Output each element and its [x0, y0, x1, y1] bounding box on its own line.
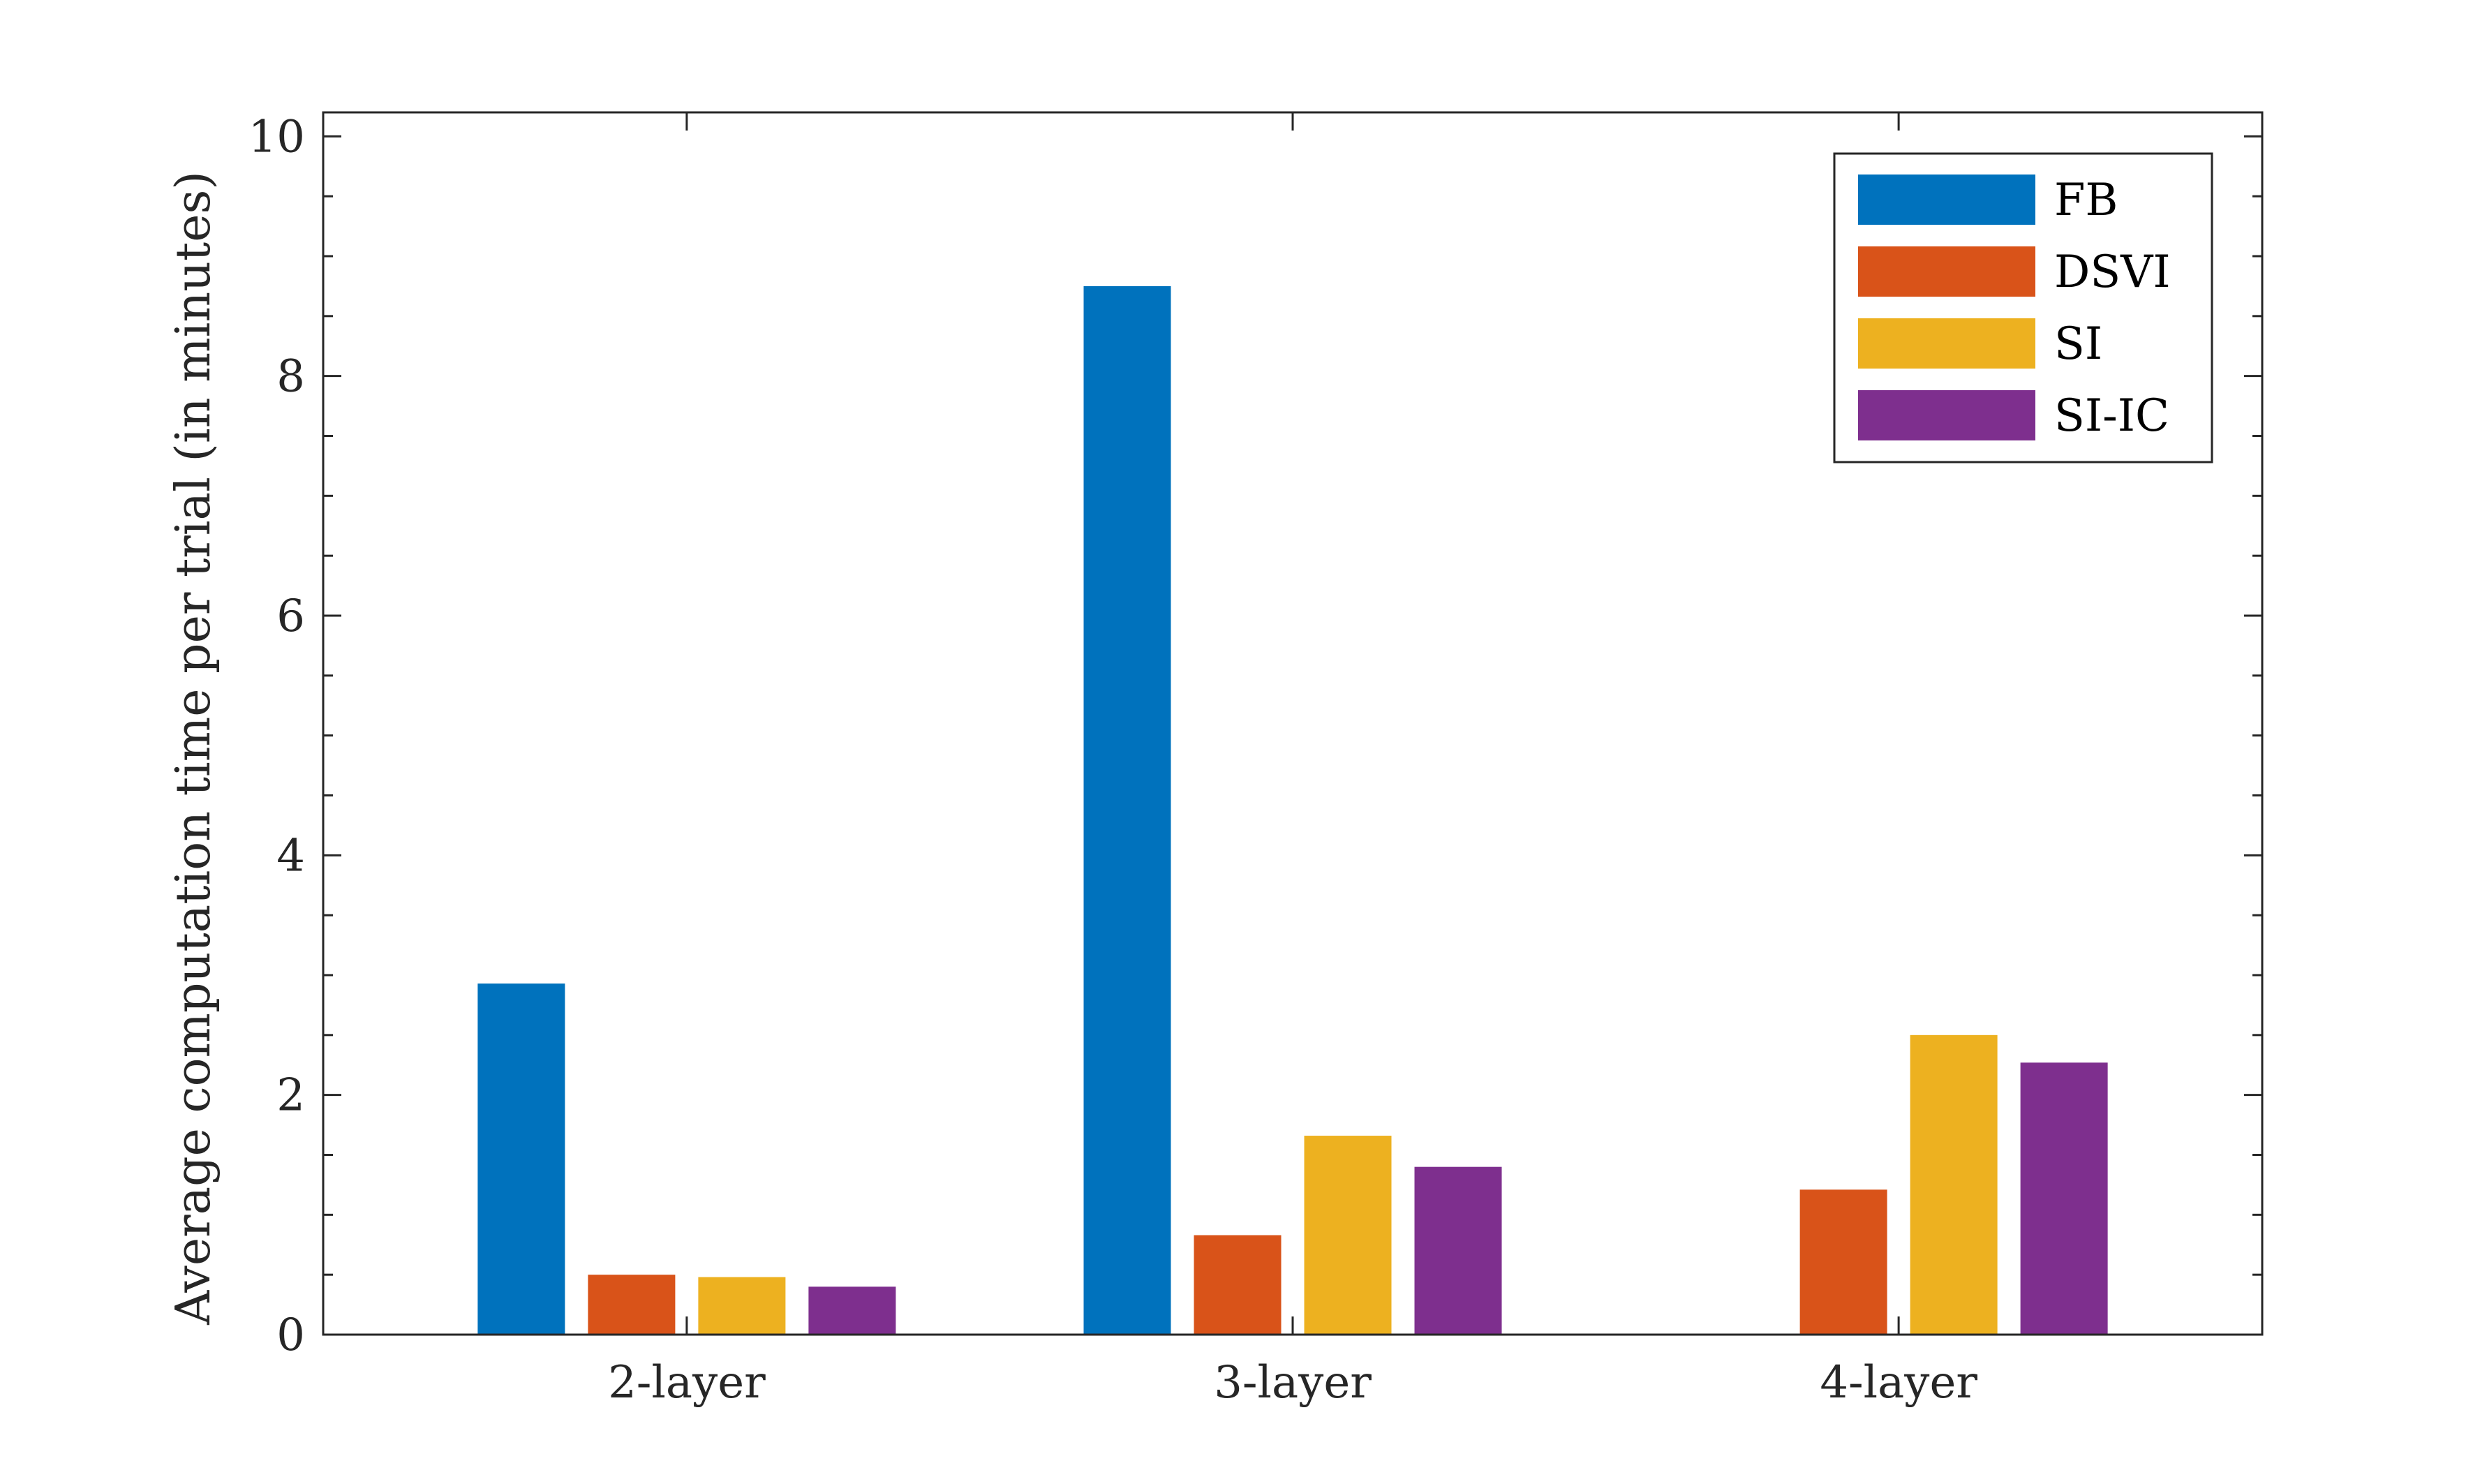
y-tick-label: 4: [276, 830, 305, 882]
y-tick-labels: 0 2 4 6 8 10: [248, 111, 305, 1361]
bar-si-4-layer: [1910, 1034, 1998, 1335]
legend-label-dsvi: DSVI: [2054, 246, 2171, 298]
bar-fb-2-layer: [477, 984, 565, 1335]
legend-label-si: SI: [2054, 318, 2102, 370]
bar-fb-3-layer: [1083, 285, 1171, 1335]
y-tick-label: 0: [276, 1309, 305, 1361]
bar-dsvi-4-layer: [1799, 1189, 1887, 1335]
legend-swatch-dsvi: [1858, 246, 2035, 297]
y-tick-label: 6: [276, 591, 305, 642]
x-tick-label: 2-layer: [608, 1357, 766, 1409]
y-axis-label: Average computation time per trial (in m…: [166, 171, 221, 1326]
x-tick-label: 3-layer: [1214, 1357, 1372, 1409]
y-tick-label: 8: [276, 351, 305, 403]
legend: FB DSVI SI SI-IC: [1833, 152, 2213, 463]
bar-si-2-layer: [698, 1277, 786, 1335]
bars-group: [477, 285, 2108, 1335]
axis-ticks: [323, 112, 2262, 1336]
legend-swatch-si: [1858, 318, 2035, 369]
y-tick-label: 10: [248, 111, 305, 163]
bar-si-ic-4-layer: [2020, 1062, 2108, 1335]
y-tick-label: 2: [276, 1070, 305, 1122]
legend-label-fb: FB: [2054, 175, 2118, 226]
legend-swatch-si-ic: [1858, 390, 2035, 440]
legend-swatch-fb: [1858, 175, 2035, 225]
bar-si-ic-2-layer: [808, 1286, 896, 1335]
bar-dsvi-2-layer: [588, 1275, 676, 1335]
x-tick-label: 4-layer: [1820, 1357, 1977, 1409]
bar-si-ic-3-layer: [1414, 1166, 1502, 1335]
bar-dsvi-3-layer: [1194, 1235, 1282, 1335]
bar-si-3-layer: [1304, 1136, 1392, 1335]
legend-label-si-ic: SI-IC: [2054, 390, 2169, 442]
x-tick-labels: 2-layer 3-layer 4-layer: [608, 1357, 1977, 1409]
